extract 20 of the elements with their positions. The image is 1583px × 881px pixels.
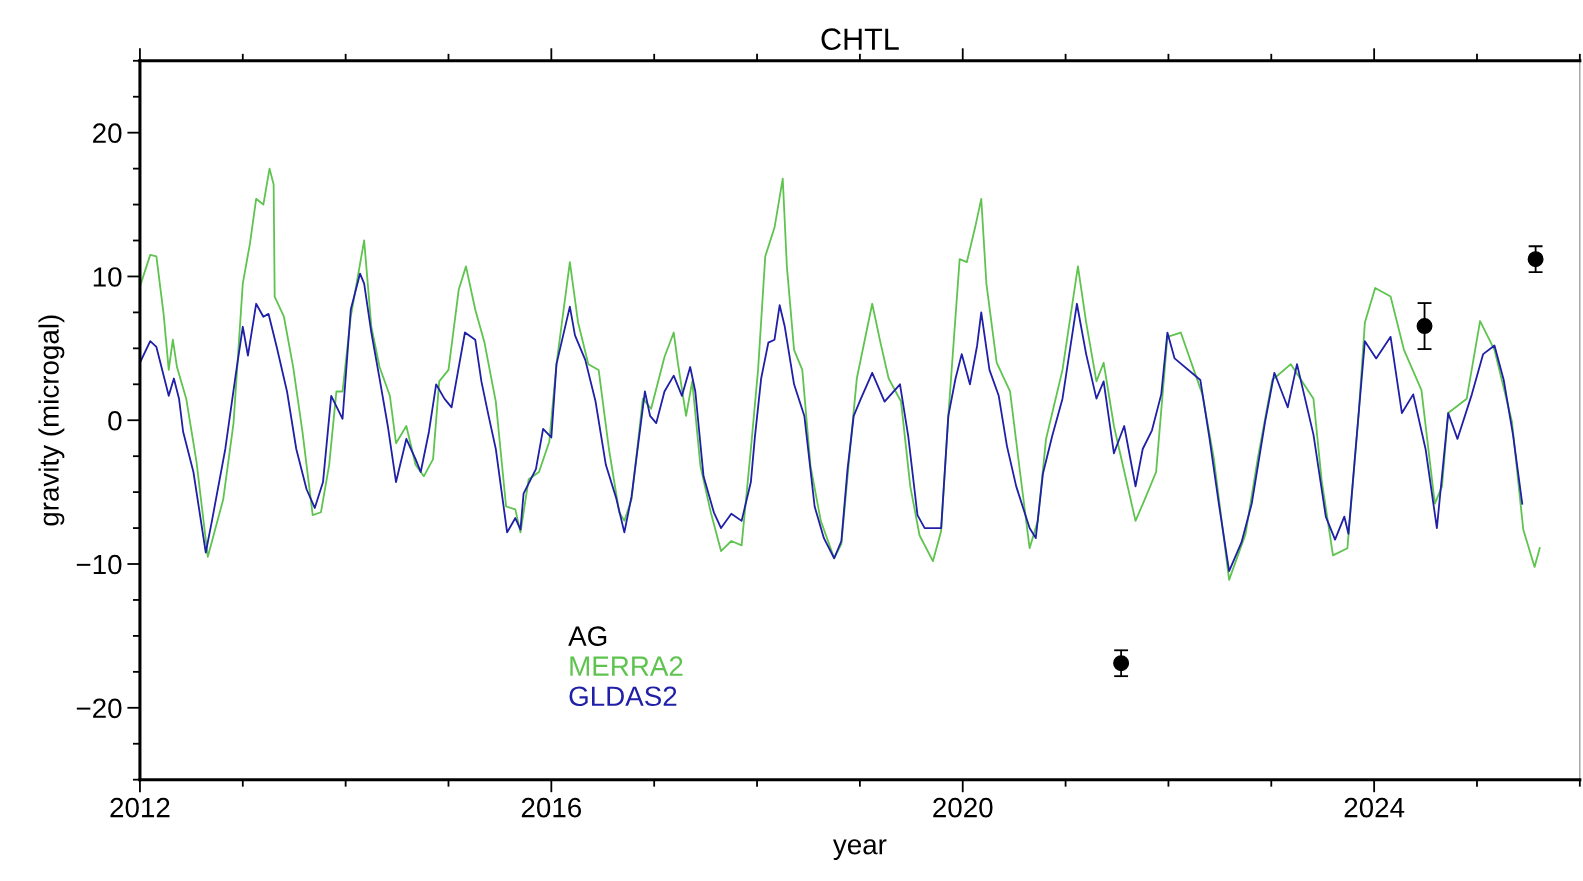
y-tick-label: 0: [108, 410, 122, 431]
y-tick-label: 10: [93, 267, 122, 287]
text: MERRA2: [570, 656, 683, 676]
text: GLDAS2: [569, 686, 677, 707]
y-axis-title: gravity (microgal): [38, 315, 65, 526]
point: [1113, 655, 1130, 672]
x-tick-label: 2012: [110, 797, 170, 818]
y-tick-label: −20: [76, 698, 122, 719]
point: [1527, 251, 1544, 268]
line-series: [139, 272, 1524, 573]
x-tick-label: 2020: [933, 797, 993, 818]
point: [1416, 318, 1433, 335]
text: AG: [568, 626, 607, 646]
x-tick-label: 2016: [521, 797, 582, 818]
x-axis-title: year: [832, 839, 887, 860]
y-tick-label: 20: [93, 123, 122, 144]
line-series: [139, 167, 1541, 581]
x-tick-label: 2024: [1344, 797, 1405, 818]
y-tick-label: −10: [76, 554, 122, 575]
chart-title: CHTL: [821, 28, 899, 50]
